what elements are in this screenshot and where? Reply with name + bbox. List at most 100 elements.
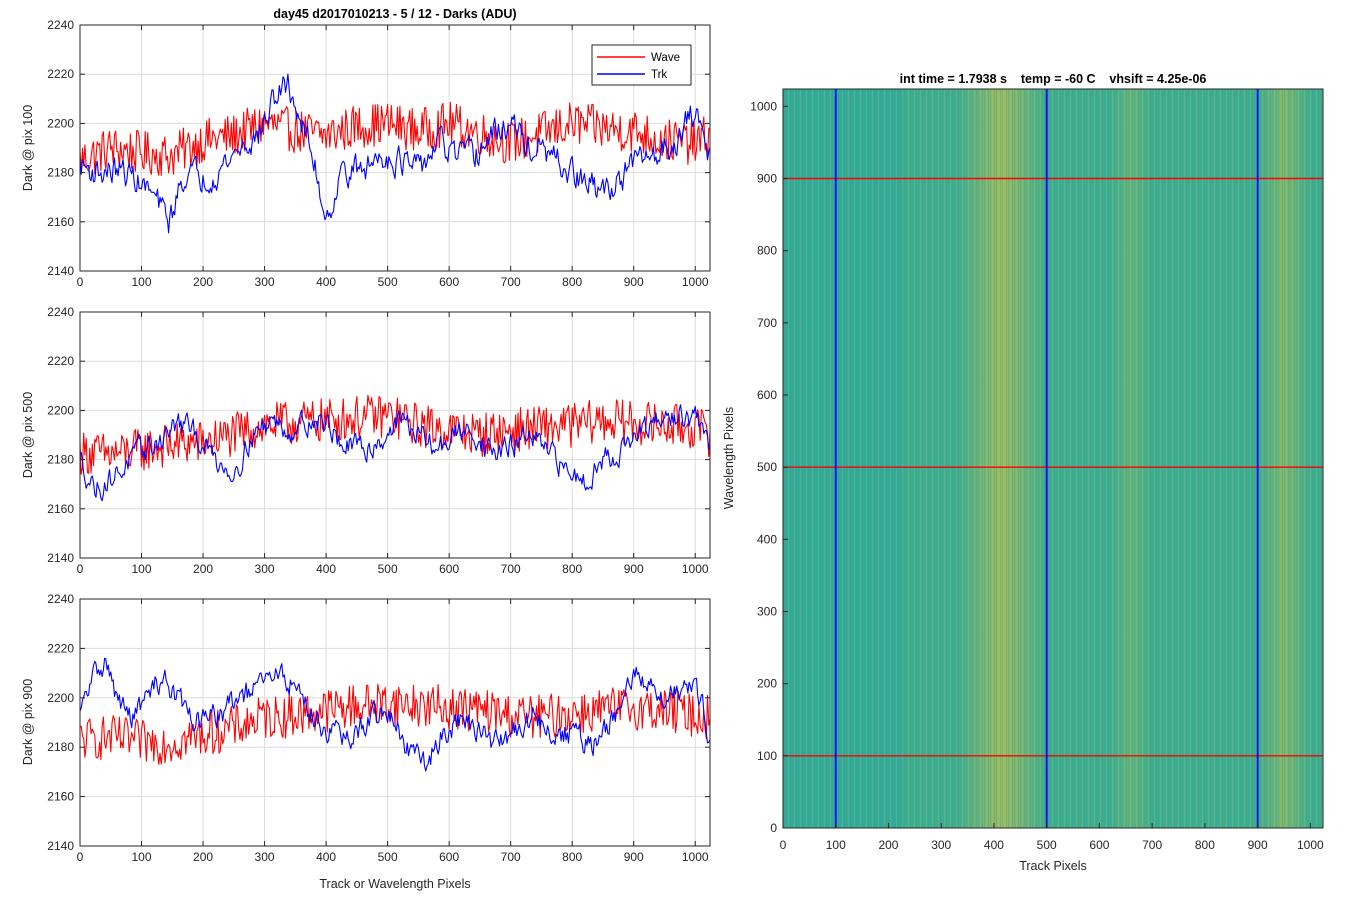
x-tick-label: 800: [562, 562, 582, 576]
y-tick-label: 2140: [47, 839, 74, 853]
x-tick-label: 500: [378, 562, 398, 576]
x-tick-label: 100: [132, 275, 152, 289]
x-tick-label: 500: [378, 850, 398, 864]
x-tick-label: 700: [501, 275, 521, 289]
y-tick-label: 2220: [47, 67, 74, 81]
x-tick-label: 0: [780, 838, 787, 852]
x-tick-label: 600: [439, 562, 459, 576]
x-tick-label: 400: [316, 562, 336, 576]
x-axis-label: Track or Wavelength Pixels: [319, 877, 470, 891]
y-tick-label: 700: [757, 316, 777, 330]
marker-lines: [783, 89, 1323, 828]
x-tick-label: 600: [439, 850, 459, 864]
x-tick-label: 900: [624, 275, 644, 289]
x-tick-label: 100: [132, 850, 152, 864]
x-tick-label: 900: [624, 850, 644, 864]
x-tick-label: 600: [439, 275, 459, 289]
x-tick-label: 800: [1195, 838, 1215, 852]
dark-frame-heatmap: 0 100 200 300 400 500 600 700 800 900 1000 0 100 200 3…: [722, 72, 1324, 873]
x-tick-label: 0: [77, 275, 84, 289]
y-tick-label: 2220: [47, 354, 74, 368]
axes-box: [79, 24, 711, 272]
y-tick-label: 900: [757, 171, 777, 185]
x-tick-label: 200: [193, 275, 213, 289]
bottom-line-chart: 0 100 200 300 400 500 600 700 800 900 1000 2140 2160…: [21, 592, 711, 891]
y-tick-label: 600: [757, 388, 777, 402]
y-tick-label: 2180: [47, 453, 74, 467]
x-tick-label: 600: [1089, 838, 1109, 852]
x-tick-label: 1000: [1297, 838, 1324, 852]
y-tick-label: 1000: [750, 99, 777, 113]
axes-box: [79, 598, 711, 847]
ticks: 0 100 200 300 400 500 600 700 800 900 1000 2140 2160…: [47, 592, 710, 864]
x-tick-label: 200: [878, 838, 898, 852]
y-tick-label: 500: [757, 460, 777, 474]
plot-area: [80, 312, 710, 558]
y-tick-label: 300: [757, 604, 777, 618]
y-tick-label: 2200: [47, 403, 74, 417]
y-tick-label: 2160: [47, 215, 74, 229]
image-title: int time = 1.7938 s temp = -60 C vhsift …: [900, 72, 1207, 86]
y-tick-label: 2240: [47, 305, 74, 319]
y-tick-label: 2140: [47, 264, 74, 278]
middle-line-chart: 0 100 200 300 400 500 600 700 800 900 1000 2140 2160…: [21, 305, 711, 576]
x-tick-label: 900: [1248, 838, 1268, 852]
image-noise: [783, 89, 1323, 828]
legend-trk-label: Trk: [651, 69, 667, 81]
y-tick-label: 2160: [47, 502, 74, 516]
y-tick-label: 2220: [47, 641, 74, 655]
ticks: 0 100 200 300 400 500 600 700 800 900 1000 2140 2160…: [47, 305, 710, 576]
x-tick-label: 300: [255, 275, 275, 289]
x-tick-label: 100: [826, 838, 846, 852]
series-trk-line: [79, 657, 711, 772]
series-wave-line: [79, 101, 711, 176]
y-tick-label: 2180: [47, 166, 74, 180]
x-tick-label: 1000: [682, 275, 709, 289]
y-tick-label: 2200: [47, 116, 74, 130]
x-tick-label: 400: [984, 838, 1004, 852]
x-tick-label: 500: [1037, 838, 1057, 852]
plot-lines: [79, 394, 711, 502]
y-axis-label: Dark @ pix 100: [21, 105, 35, 191]
y-axis-label: Wavelength Pixels: [722, 407, 736, 509]
x-tick-label: 1000: [682, 562, 709, 576]
x-tick-label: 700: [1142, 838, 1162, 852]
ticks: 0 100 200 300 400 500 600 700 800 900 1000 0 100 200 3…: [750, 99, 1324, 852]
x-tick-label: 0: [77, 850, 84, 864]
y-tick-label: 800: [757, 244, 777, 258]
y-tick-label: 2240: [47, 18, 74, 32]
x-tick-label: 500: [378, 275, 398, 289]
x-tick-label: 300: [255, 562, 275, 576]
y-axis-label: Dark @ pix 900: [21, 679, 35, 765]
x-tick-label: 700: [501, 850, 521, 864]
plot-lines: [79, 73, 711, 234]
chart-title: day45 d2017010213 - 5 / 12 - Darks (ADU): [273, 7, 516, 21]
plot-lines: [79, 657, 711, 772]
y-tick-label: 2160: [47, 790, 74, 804]
y-tick-label: 200: [757, 677, 777, 691]
y-tick-label: 0: [770, 821, 777, 835]
x-tick-label: 400: [316, 275, 336, 289]
x-tick-label: 700: [501, 562, 521, 576]
y-axis-label: Dark @ pix 500: [21, 392, 35, 478]
axes-box: [782, 88, 1324, 829]
x-tick-label: 300: [255, 850, 275, 864]
x-tick-label: 200: [193, 850, 213, 864]
y-tick-label: 100: [757, 749, 777, 763]
axes-box: [79, 311, 711, 559]
x-tick-label: 300: [931, 838, 951, 852]
y-tick-label: 2180: [47, 740, 74, 754]
y-tick-label: 400: [757, 532, 777, 546]
x-tick-label: 900: [624, 562, 644, 576]
x-tick-label: 1000: [682, 850, 709, 864]
x-tick-label: 0: [77, 562, 84, 576]
legend: Wave Trk: [591, 44, 692, 86]
legend-box: [591, 44, 692, 86]
x-tick-label: 800: [562, 275, 582, 289]
y-tick-label: 2240: [47, 592, 74, 606]
x-tick-label: 200: [193, 562, 213, 576]
x-axis-label: Track Pixels: [1019, 859, 1087, 873]
x-tick-label: 800: [562, 850, 582, 864]
legend-wave-label: Wave: [651, 52, 680, 64]
x-tick-label: 100: [132, 562, 152, 576]
